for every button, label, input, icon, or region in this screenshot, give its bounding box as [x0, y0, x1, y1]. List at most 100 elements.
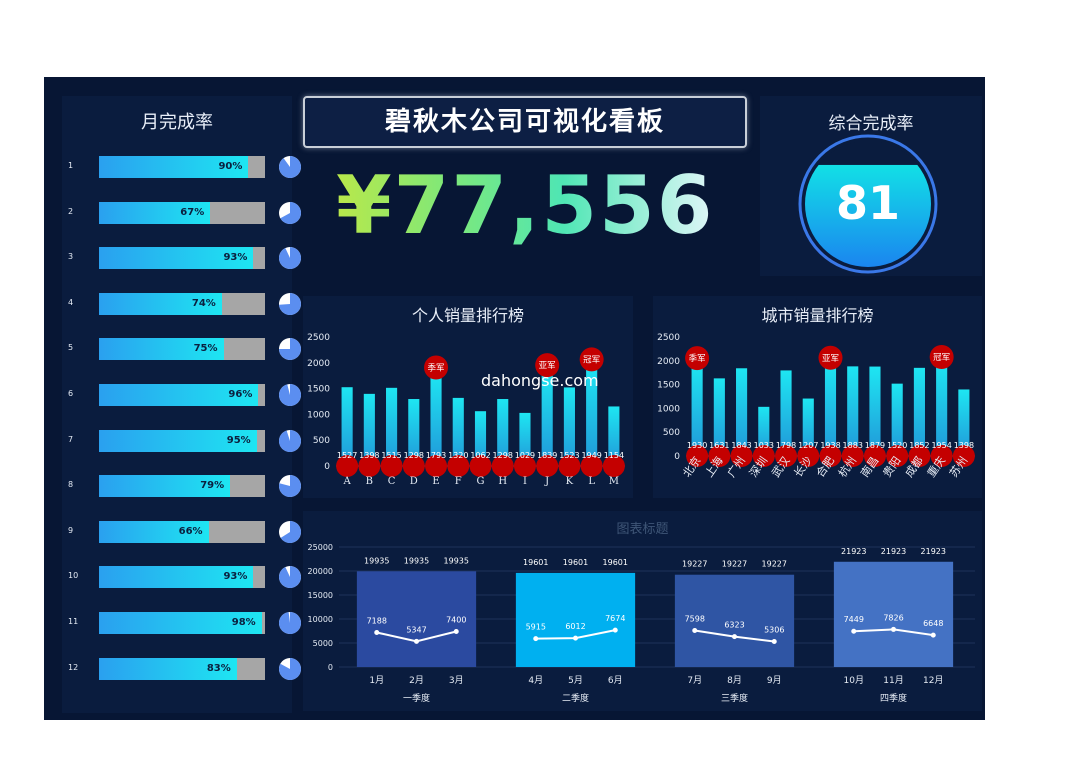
month-value-label: 7598 — [685, 615, 705, 624]
monthly-row-number: 10 — [68, 571, 79, 581]
monthly-row-number: 5 — [68, 343, 74, 353]
bar-value-label: 1320 — [448, 451, 468, 460]
y-tick-label: 2500 — [307, 333, 330, 343]
pie-slice — [279, 612, 301, 634]
rank-badge — [685, 346, 710, 371]
completion-bar-track: 98% — [99, 612, 265, 634]
month-label: 9月 — [767, 675, 782, 686]
completion-bar-fill — [99, 384, 259, 406]
month-point — [930, 632, 936, 638]
bar-value-label: 1154 — [604, 451, 624, 460]
dashboard-board: 月完成率 1 90% 2 67% 3 93% 4 74% 5 75% 6 96% 7 95% 8 79% 9 66… — [44, 77, 985, 720]
completion-pie — [279, 338, 301, 361]
completion-pie — [279, 384, 301, 406]
month-value-label: 7400 — [446, 615, 466, 624]
month-label: 2月 — [409, 675, 424, 686]
y-tick-label: 500 — [663, 428, 680, 438]
quarter-total-label: 19227 — [722, 560, 747, 569]
month-point — [453, 628, 459, 634]
bar-value-label: 1515 — [381, 451, 401, 460]
dashboard-title: 碧秋木公司可视化看板 — [303, 96, 747, 148]
bar — [824, 363, 837, 456]
quarter-label: 四季度 — [880, 692, 907, 704]
monthly-row-number: 8 — [68, 480, 74, 490]
y-tick-label: 1500 — [657, 381, 680, 391]
bar-value-label: 1954 — [931, 441, 951, 450]
month-label: 6月 — [608, 675, 623, 686]
quarter-total-label: 21923 — [921, 547, 946, 556]
y-tick-label: 0 — [324, 462, 330, 472]
bar — [691, 364, 703, 456]
bar-base-marker — [686, 445, 709, 467]
bar — [936, 362, 948, 456]
rank-badge-label: 冠军 — [583, 355, 600, 365]
y-tick-label: 500 — [313, 436, 330, 446]
x-tick-label: J — [544, 476, 549, 487]
completion-bar-track: 79% — [99, 475, 265, 498]
month-value-label: 7674 — [605, 614, 625, 623]
bar-base-marker — [469, 455, 492, 477]
completion-pie — [279, 429, 301, 452]
bar — [586, 365, 598, 466]
completion-bar-fill — [99, 612, 262, 634]
bar-base-marker — [797, 445, 820, 467]
bar-value-label: 1798 — [776, 441, 796, 450]
month-point — [692, 628, 698, 634]
bar-base-marker — [930, 445, 953, 467]
monthly-row: 4 74% — [62, 292, 301, 316]
quarter-total-bar — [833, 561, 954, 667]
bar — [802, 398, 814, 456]
completion-bar-track: 83% — [99, 657, 265, 680]
bar — [713, 378, 725, 456]
month-value-label: 6012 — [565, 622, 585, 631]
bar — [608, 406, 620, 466]
monthly-row-number: 4 — [68, 297, 74, 307]
bar-base-marker — [536, 455, 559, 477]
bar — [474, 411, 487, 466]
completion-percent: 93% — [223, 571, 248, 583]
pie-slice — [279, 384, 301, 406]
gauge-level — [805, 164, 931, 267]
x-tick-label: H — [498, 476, 507, 487]
bar — [869, 366, 881, 456]
x-tick-label: G — [477, 476, 485, 487]
pie-slice — [279, 292, 301, 315]
month-value-label: 7826 — [883, 613, 903, 622]
x-tick-label: F — [455, 476, 462, 487]
bar-base-marker — [447, 455, 470, 477]
completion-bar-track: 75% — [99, 338, 265, 361]
y-tick-label: 20000 — [308, 567, 333, 576]
bar-value-label: 1207 — [798, 441, 818, 450]
quarter-label: 二季度 — [562, 692, 589, 704]
bar — [780, 370, 792, 456]
completion-percent: 67% — [180, 206, 205, 218]
rank-badge-label: 冠军 — [933, 353, 950, 363]
completion-bar-fill — [99, 156, 249, 178]
month-point — [732, 634, 737, 640]
bar — [958, 389, 970, 456]
month-label: 3月 — [449, 675, 464, 686]
total-sales: ¥77,556 — [336, 159, 715, 252]
month-label: 8月 — [727, 675, 742, 686]
monthly-row: 7 95% — [62, 429, 301, 453]
bar-value-label: 1523 — [559, 451, 579, 460]
bar-value-label: 1298 — [493, 451, 513, 460]
pie-slice — [279, 566, 301, 589]
x-tick-label: D — [410, 476, 418, 487]
bar-base-marker — [819, 445, 842, 467]
month-label: 10月 — [844, 675, 864, 686]
rank-badge — [535, 353, 560, 378]
quarter-label: 一季度 — [403, 692, 430, 704]
pie-slice — [280, 201, 301, 224]
rank-badge-label: 亚军 — [822, 354, 839, 364]
completion-percent: 98% — [231, 617, 256, 628]
month-value-label: 5915 — [526, 623, 546, 632]
bar-value-label: 1839 — [537, 451, 557, 460]
bar-value-label: 1298 — [404, 451, 424, 460]
bar-value-label: 1930 — [687, 441, 707, 450]
bar-base-marker — [863, 445, 886, 467]
monthly-row: 12 83% — [62, 657, 301, 681]
bar-base-marker — [558, 455, 581, 477]
completion-bar-fill — [99, 475, 231, 498]
completion-percent: 96% — [228, 389, 253, 400]
